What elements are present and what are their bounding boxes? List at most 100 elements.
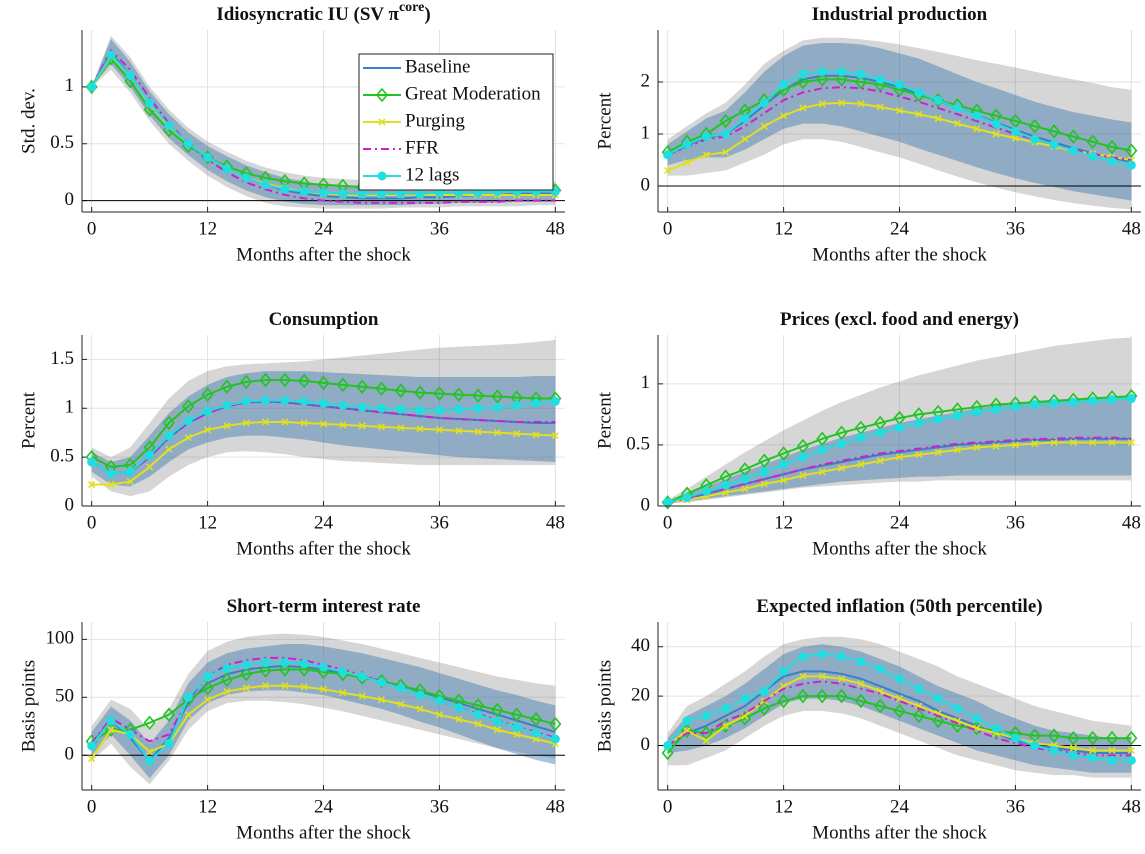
- marker-x: [799, 672, 807, 680]
- marker-x: [339, 689, 347, 697]
- marker-circle: [164, 431, 174, 441]
- series-line: [91, 378, 556, 468]
- marker-x: [204, 426, 212, 434]
- marker-x: [1108, 746, 1116, 755]
- marker-diamond: [298, 373, 311, 389]
- y-tick-label: 0: [65, 744, 75, 765]
- marker-circle: [682, 139, 692, 149]
- marker-circle: [280, 658, 290, 668]
- marker-x: [455, 427, 463, 435]
- marker-x: [300, 683, 308, 691]
- marker-circle: [779, 459, 789, 469]
- y-axis-label: Std. dev.: [18, 88, 39, 154]
- x-tick-label: 36: [1006, 218, 1025, 239]
- x-tick-label: 12: [774, 512, 793, 533]
- marker-circle: [779, 80, 789, 90]
- marker-circle: [914, 87, 924, 97]
- marker-circle: [1068, 750, 1078, 760]
- marker-diamond: [143, 715, 156, 731]
- y-tick-label: 50: [55, 686, 74, 707]
- marker-circle: [106, 469, 116, 479]
- marker-circle: [299, 396, 309, 406]
- marker-circle: [991, 405, 1001, 415]
- x-tick-label: 24: [890, 218, 910, 239]
- marker-circle: [377, 171, 387, 181]
- marker-x: [799, 471, 807, 480]
- marker-circle: [87, 82, 97, 92]
- marker-diamond: [240, 666, 253, 682]
- marker-circle: [280, 184, 290, 194]
- marker-x: [319, 685, 328, 693]
- marker-circle: [759, 686, 769, 696]
- marker-x: [358, 692, 366, 700]
- marker-diamond: [816, 431, 829, 447]
- marker-circle: [357, 671, 367, 681]
- marker-x: [107, 480, 115, 489]
- marker-circle: [663, 741, 673, 751]
- x-tick-label: 0: [663, 796, 673, 817]
- x-axis-label: Months after the shock: [236, 244, 411, 265]
- marker-diamond: [201, 387, 214, 402]
- marker-x: [223, 422, 231, 430]
- marker-diamond: [758, 453, 771, 469]
- marker-circle: [837, 652, 847, 662]
- marker-diamond: [529, 712, 543, 727]
- marker-circle: [721, 480, 731, 490]
- y-tick-label: 20: [631, 684, 650, 705]
- marker-diamond: [259, 372, 272, 388]
- marker-circle: [106, 715, 116, 725]
- marker-circle: [798, 652, 808, 662]
- marker-circle: [261, 395, 271, 405]
- marker-circle: [1088, 151, 1098, 161]
- x-tick-label: 24: [314, 796, 334, 817]
- y-tick-label: 1: [65, 397, 75, 418]
- marker-diamond: [661, 745, 674, 761]
- marker-diamond: [719, 113, 732, 129]
- marker-diamond: [912, 708, 925, 724]
- marker-circle: [145, 450, 155, 460]
- marker-circle: [952, 703, 962, 713]
- marker-circle: [837, 439, 847, 449]
- series-line: [90, 48, 556, 204]
- marker-circle: [740, 474, 750, 484]
- marker-circle: [222, 164, 232, 174]
- y-axis-label: Percent: [594, 92, 615, 150]
- marker-circle: [1030, 134, 1040, 144]
- marker-diamond: [1105, 139, 1119, 155]
- x-tick-label: 0: [663, 218, 673, 239]
- marker-circle: [1010, 733, 1020, 743]
- y-axis-label: Percent: [594, 391, 615, 449]
- marker-diamond: [854, 74, 867, 90]
- marker-x: [934, 114, 942, 122]
- marker-circle: [531, 728, 541, 738]
- marker-x: [455, 715, 463, 723]
- x-tick-label: 0: [87, 218, 97, 239]
- marker-circle: [376, 677, 386, 687]
- marker-diamond: [375, 87, 389, 103]
- confidence-band: [91, 35, 556, 209]
- marker-circle: [261, 180, 271, 190]
- marker-circle: [1030, 741, 1040, 751]
- marker-circle: [222, 400, 232, 410]
- marker-x: [837, 99, 846, 107]
- marker-circle: [1030, 400, 1040, 410]
- panel-title: Prices (excl. food and energy): [780, 309, 1019, 330]
- marker-circle: [550, 396, 560, 406]
- marker-circle: [1107, 755, 1117, 765]
- x-tick-label: 36: [430, 796, 449, 817]
- marker-circle: [721, 129, 731, 139]
- marker-circle: [87, 741, 97, 751]
- marker-circle: [512, 400, 522, 410]
- marker-circle: [1068, 397, 1078, 407]
- marker-circle: [415, 690, 425, 700]
- marker-circle: [701, 711, 711, 721]
- marker-x: [242, 419, 250, 427]
- marker-circle: [145, 98, 155, 108]
- marker-diamond: [1086, 134, 1099, 150]
- y-tick-label: 0: [65, 189, 75, 210]
- legend-label: FFR: [405, 137, 439, 158]
- marker-circle: [1068, 146, 1078, 156]
- marker-circle: [856, 433, 866, 443]
- y-tick-label: 0.5: [626, 433, 650, 454]
- marker-x: [837, 464, 846, 472]
